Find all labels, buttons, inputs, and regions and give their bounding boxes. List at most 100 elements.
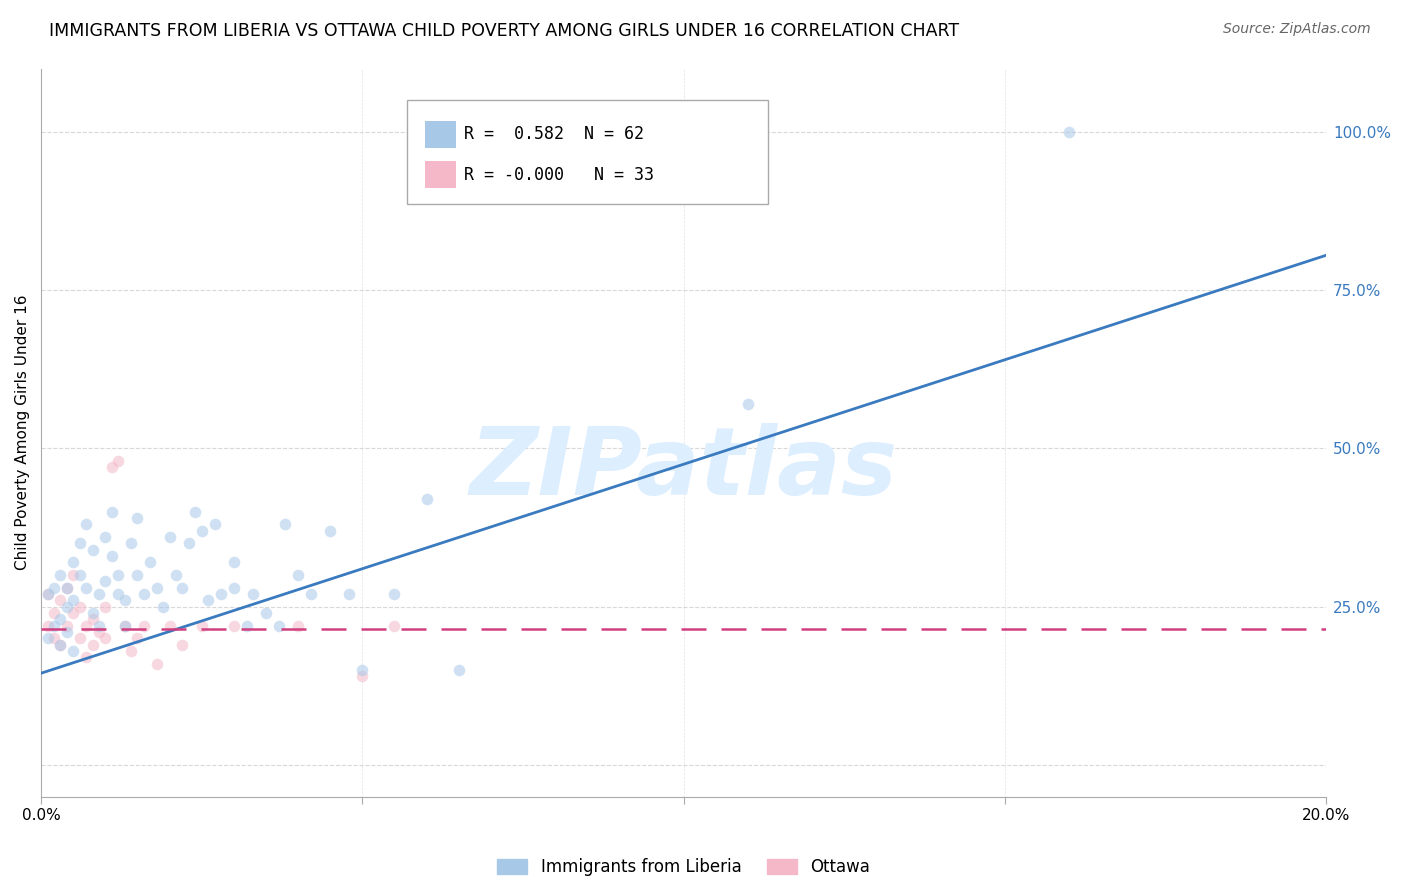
- Point: [139, 555, 162, 569]
- Text: R =  0.582  N = 62: R = 0.582 N = 62: [464, 125, 644, 143]
- Point: [49, 568, 72, 582]
- Point: [299, 587, 322, 601]
- Point: [172, 581, 194, 595]
- Point: [62, 568, 84, 582]
- Point: [37, 587, 59, 601]
- Point: [69, 536, 91, 550]
- Text: ZIPatlas: ZIPatlas: [470, 423, 897, 515]
- Point: [737, 397, 759, 411]
- Point: [120, 644, 142, 658]
- Point: [49, 638, 72, 652]
- Point: [69, 568, 91, 582]
- Point: [159, 618, 181, 632]
- Point: [101, 505, 124, 519]
- Point: [42, 606, 65, 620]
- Point: [287, 618, 309, 632]
- Point: [384, 587, 406, 601]
- Point: [94, 599, 117, 614]
- Point: [94, 632, 117, 646]
- Point: [69, 599, 91, 614]
- Point: [94, 530, 117, 544]
- Point: [120, 536, 142, 550]
- Point: [132, 618, 155, 632]
- Point: [152, 599, 174, 614]
- Point: [352, 669, 374, 683]
- Point: [197, 593, 219, 607]
- Point: [184, 505, 207, 519]
- Point: [101, 460, 124, 475]
- Point: [49, 593, 72, 607]
- Point: [165, 568, 187, 582]
- Point: [56, 625, 79, 640]
- Point: [75, 650, 97, 665]
- Point: [42, 581, 65, 595]
- Point: [235, 618, 257, 632]
- Point: [274, 517, 297, 532]
- Point: [132, 587, 155, 601]
- Point: [267, 618, 290, 632]
- Point: [287, 568, 309, 582]
- Point: [82, 606, 104, 620]
- Point: [37, 618, 59, 632]
- Point: [114, 618, 136, 632]
- Point: [69, 632, 91, 646]
- Point: [190, 524, 212, 538]
- Y-axis label: Child Poverty Among Girls Under 16: Child Poverty Among Girls Under 16: [15, 295, 30, 570]
- Point: [49, 638, 72, 652]
- Point: [75, 581, 97, 595]
- Point: [37, 587, 59, 601]
- Text: IMMIGRANTS FROM LIBERIA VS OTTAWA CHILD POVERTY AMONG GIRLS UNDER 16 CORRELATION: IMMIGRANTS FROM LIBERIA VS OTTAWA CHILD …: [49, 22, 959, 40]
- Point: [87, 587, 110, 601]
- Point: [145, 581, 167, 595]
- Point: [204, 517, 226, 532]
- Point: [107, 568, 129, 582]
- Text: R = -0.000   N = 33: R = -0.000 N = 33: [464, 166, 654, 184]
- Point: [56, 599, 79, 614]
- Point: [101, 549, 124, 563]
- Point: [254, 606, 277, 620]
- Point: [56, 581, 79, 595]
- Point: [222, 555, 245, 569]
- Point: [62, 593, 84, 607]
- Point: [319, 524, 342, 538]
- Point: [42, 632, 65, 646]
- Point: [82, 542, 104, 557]
- Point: [222, 581, 245, 595]
- Point: [159, 530, 181, 544]
- Point: [127, 632, 149, 646]
- Point: [145, 657, 167, 671]
- Point: [222, 618, 245, 632]
- Point: [62, 555, 84, 569]
- Point: [352, 663, 374, 677]
- Point: [127, 511, 149, 525]
- Legend: Immigrants from Liberia, Ottawa: Immigrants from Liberia, Ottawa: [491, 852, 876, 883]
- Point: [172, 638, 194, 652]
- Point: [82, 612, 104, 626]
- Point: [62, 606, 84, 620]
- Point: [242, 587, 264, 601]
- Point: [415, 492, 437, 507]
- Point: [107, 454, 129, 468]
- Point: [114, 618, 136, 632]
- Point: [94, 574, 117, 589]
- Point: [127, 568, 149, 582]
- Point: [42, 618, 65, 632]
- Point: [87, 625, 110, 640]
- Point: [107, 587, 129, 601]
- Point: [56, 618, 79, 632]
- Point: [177, 536, 200, 550]
- Point: [384, 618, 406, 632]
- Point: [87, 618, 110, 632]
- Point: [82, 638, 104, 652]
- Text: Source: ZipAtlas.com: Source: ZipAtlas.com: [1223, 22, 1371, 37]
- Point: [49, 612, 72, 626]
- Point: [37, 632, 59, 646]
- Point: [75, 517, 97, 532]
- Point: [447, 663, 470, 677]
- Point: [56, 581, 79, 595]
- Point: [114, 593, 136, 607]
- Point: [1057, 125, 1080, 139]
- Point: [190, 618, 212, 632]
- Point: [75, 618, 97, 632]
- Point: [62, 644, 84, 658]
